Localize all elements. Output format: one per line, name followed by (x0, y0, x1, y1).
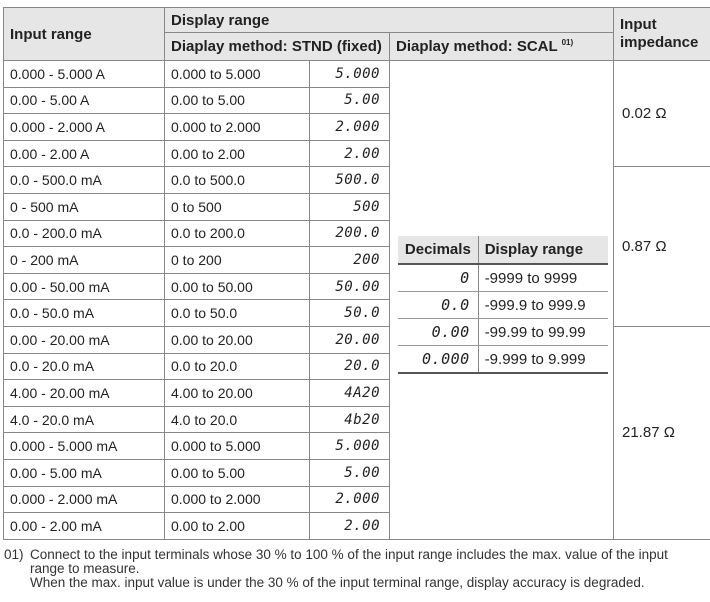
segment-display-cell: 4b20 (309, 405, 390, 434)
scal-method-header: Diaplay method: SCAL 01) (389, 32, 614, 61)
input-range-cell: 0.0 - 500.0 mA (3, 166, 165, 194)
display-range-cell: 0 to 500 (164, 192, 310, 221)
segment-display-cell: 5.000 (309, 432, 390, 460)
segment-display-cell: 500.0 (309, 166, 390, 194)
segment-display-cell: 4A20 (309, 379, 390, 407)
table-row: 0 - 200 mA 0 to 200 200 (3, 246, 710, 274)
segment-display-cell: 2.000 (309, 485, 390, 514)
segment-display-cell: 5.00 (309, 86, 390, 115)
input-range-cell: 0 - 200 mA (3, 246, 165, 274)
input-range-cell: 0.000 - 5.000 A (3, 60, 165, 88)
input-range-cell: 0.000 - 5.000 mA (3, 432, 165, 460)
display-range-cell: 0.0 to 200.0 (164, 219, 310, 248)
table-row: 0 - 500 mA 0 to 500 500 (3, 192, 710, 221)
table-row: 0.00 - 2.00 mA 0.00 to 2.00 2.00 (3, 512, 710, 540)
display-range-cell: 0.000 to 5.000 (164, 432, 310, 460)
decimals-segment: 0.000 (398, 345, 479, 374)
display-range-header: Display range (164, 7, 614, 33)
display-range-cell: 0.0 to 20.0 (164, 352, 310, 381)
segment-display-cell: 50.00 (309, 272, 390, 301)
input-range-spec-table: Input range Display range Input impedanc… (3, 7, 710, 540)
table-row: 0.000 - 2.000 A 0.000 to 2.000 2.000 (3, 113, 710, 141)
input-range-cell: 0.00 - 5.00 mA (3, 458, 165, 487)
segment-display-cell: 500 (309, 192, 390, 221)
input-impedance-cell: 0.87 Ω (613, 166, 710, 327)
display-range-cell: 4.00 to 20.00 (164, 379, 310, 407)
segment-display-cell: 50.0 (309, 299, 390, 327)
decimals-range-header: Display range (477, 236, 608, 265)
decimals-table: Decimals Display range 0 -9999 to 9999 0.0 -9… (398, 236, 608, 374)
input-impedance-cell: 21.87 Ω (613, 325, 710, 540)
display-range-cell: 0.00 to 2.00 (164, 512, 310, 540)
input-range-cell: 0.000 - 2.000 mA (3, 485, 165, 514)
segment-display-cell: 20.00 (309, 325, 390, 354)
decimals-header: Decimals (398, 236, 479, 265)
input-impedance-header: Input impedance (613, 7, 710, 61)
input-range-cell: 0.0 - 200.0 mA (3, 219, 165, 248)
scal-note-ref: 01) (561, 38, 574, 47)
input-range-cell: 0.0 - 20.0 mA (3, 352, 165, 381)
input-range-cell: 4.0 - 20.0 mA (3, 405, 165, 434)
decimals-row: 0 -9999 to 9999 (398, 264, 608, 292)
table-row: 0.00 - 50.00 mA 0.00 to 50.00 50.00 (3, 272, 710, 301)
table-row: 0.00 - 20.00 mA 0.00 to 20.00 20.00 21.87 Ω (3, 325, 710, 540)
table-row: 0.00 - 2.00 A 0.00 to 2.00 2.00 (3, 139, 710, 168)
decimals-range: -9999 to 9999 (477, 264, 608, 292)
input-range-cell: 0.0 - 50.0 mA (3, 299, 165, 327)
segment-display-cell: 5.00 (309, 458, 390, 487)
input-range-cell: 0.00 - 2.00 A (3, 139, 165, 168)
table-row: 0.0 - 50.0 mA 0.0 to 50.0 50.0 (3, 299, 710, 327)
table-row: 0.0 - 200.0 mA 0.0 to 200.0 200.0 (3, 219, 710, 248)
input-range-cell: 0 - 500 mA (3, 192, 165, 221)
decimals-row: 0.00 -99.99 to 99.99 (398, 318, 608, 346)
display-range-cell: 0.000 to 2.000 (164, 113, 310, 141)
display-range-cell: 0 to 200 (164, 246, 310, 274)
display-range-cell: 0.00 to 20.00 (164, 325, 310, 354)
decimals-segment: 0.00 (398, 318, 479, 346)
input-range-cell: 0.00 - 20.00 mA (3, 325, 165, 354)
input-range-cell: 0.00 - 50.00 mA (3, 272, 165, 301)
decimals-range: -999.9 to 999.9 (477, 291, 608, 319)
segment-display-cell: 20.0 (309, 352, 390, 381)
display-range-cell: 0.0 to 500.0 (164, 166, 310, 194)
footnote-line-1: Connect to the input terminals whose 30 … (30, 547, 668, 576)
display-range-cell: 4.0 to 20.0 (164, 405, 310, 434)
table-row: 0.0 - 500.0 mA 0.0 to 500.0 500.0 0.87 Ω (3, 166, 710, 327)
decimals-segment: 0.0 (398, 291, 479, 319)
display-range-cell: 0.00 to 5.00 (164, 458, 310, 487)
segment-display-cell: 2.00 (309, 139, 390, 168)
input-range-cell: 0.00 - 2.00 mA (3, 512, 165, 540)
input-range-cell: 4.00 - 20.00 mA (3, 379, 165, 407)
footnote-number: 01) (4, 547, 24, 562)
display-range-cell: 0.0 to 50.0 (164, 299, 310, 327)
segment-display-cell: 2.00 (309, 512, 390, 540)
decimals-range: -99.99 to 99.99 (477, 318, 608, 346)
display-range-cell: 0.00 to 5.00 (164, 86, 310, 115)
decimals-segment: 0 (398, 264, 479, 292)
decimals-row: 0.000 -9.999 to 9.999 (398, 345, 608, 374)
decimals-row: 0.0 -999.9 to 999.9 (398, 291, 608, 319)
segment-display-cell: 2.000 (309, 113, 390, 141)
display-range-cell: 0.00 to 50.00 (164, 272, 310, 301)
segment-display-cell: 200.0 (309, 219, 390, 248)
input-range-cell: 0.000 - 2.000 A (3, 113, 165, 141)
input-impedance-cell: 0.02 Ω (613, 59, 710, 168)
decimals-range: -9.999 to 9.999 (477, 345, 608, 374)
segment-display-cell: 5.000 (309, 60, 390, 88)
scal-method-cell: Decimals Display range 0 -9999 to 9999 0.0 -9… (389, 60, 614, 540)
display-range-cell: 0.00 to 2.00 (164, 139, 310, 168)
table-row: 4.0 - 20.0 mA 4.0 to 20.0 4b20 (3, 405, 710, 434)
footnotes: 01) Connect to the input terminals whose… (4, 548, 704, 590)
stnd-method-header: Diaplay method: STND (fixed) (164, 32, 390, 61)
table-row: 0.000 - 5.000 A 0.000 to 5.000 5.000 Decima… (3, 59, 710, 540)
input-range-cell: 0.00 - 5.00 A (3, 86, 165, 115)
display-range-cell: 0.000 to 5.000 (164, 60, 310, 88)
table-row: 0.00 - 5.00 mA 0.00 to 5.00 5.00 (3, 458, 710, 487)
input-range-header: Input range (3, 7, 165, 61)
display-range-cell: 0.000 to 2.000 (164, 485, 310, 514)
segment-display-cell: 200 (309, 246, 390, 274)
footnote-line-2: When the max. input value is under the 3… (30, 575, 645, 590)
